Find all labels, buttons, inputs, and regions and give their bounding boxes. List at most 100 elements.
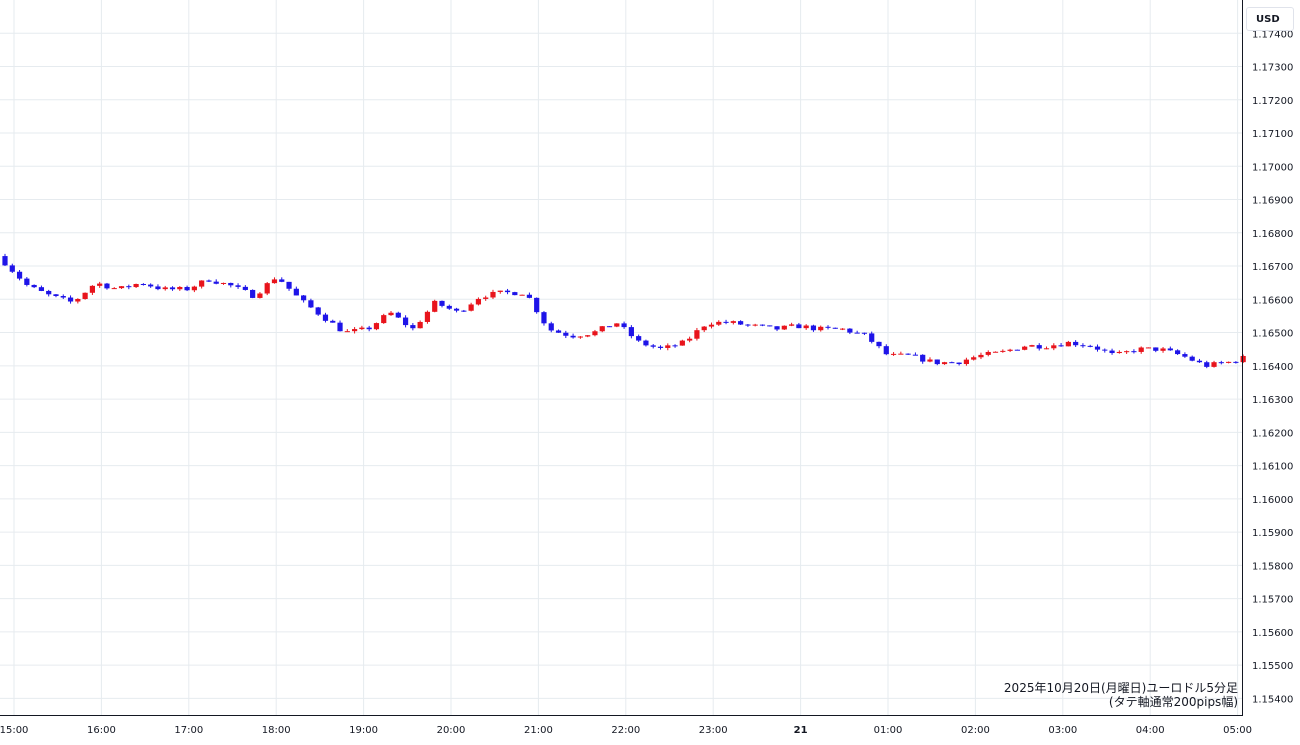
- grid: [0, 0, 1242, 715]
- candle-body: [825, 326, 831, 328]
- candle-body: [148, 284, 154, 287]
- price-tick-label: 1.17400: [1252, 29, 1293, 40]
- candle-body: [169, 287, 176, 290]
- candle-body: [184, 286, 190, 291]
- candle-body: [250, 289, 256, 298]
- candle-body: [905, 353, 911, 355]
- candle-body: [570, 335, 576, 338]
- candle-body: [228, 282, 234, 286]
- time-tick-label: 21:00: [524, 725, 553, 736]
- candle-body: [1022, 346, 1028, 350]
- price-tick-label: 1.16700: [1252, 262, 1293, 273]
- candle-body: [432, 300, 438, 312]
- candle-body: [1014, 349, 1020, 351]
- candle-body: [876, 341, 882, 347]
- candle-body: [453, 308, 460, 311]
- chart-caption: 2025年10月20日(月曜日)ユーロドル5分足 (タテ軸通常200pips幅): [1004, 681, 1238, 709]
- candle-body: [24, 278, 30, 285]
- candle-body: [577, 336, 583, 338]
- price-tick-label: 1.16900: [1252, 196, 1293, 207]
- candle-body: [818, 326, 824, 331]
- candle-body: [781, 325, 787, 330]
- candle-body: [60, 296, 66, 298]
- candle-body: [738, 321, 744, 325]
- candle-body: [1094, 346, 1101, 350]
- candle-body: [395, 312, 401, 318]
- candle-body: [67, 297, 74, 302]
- price-tick-label: 1.15900: [1252, 528, 1293, 539]
- time-tick-label: 23:00: [699, 725, 728, 736]
- candle-body: [264, 283, 270, 294]
- price-tick-label: 1.16300: [1252, 395, 1293, 406]
- candle-body: [2, 256, 8, 266]
- candle-body: [155, 286, 161, 290]
- candle-body: [992, 351, 999, 353]
- candle-body: [483, 297, 489, 299]
- candle-body: [235, 285, 241, 287]
- price-tick-label: 1.16500: [1252, 329, 1293, 340]
- candle-body: [512, 292, 518, 296]
- candle-body: [1116, 351, 1122, 354]
- candle-body: [534, 297, 540, 313]
- candle-body: [257, 293, 263, 298]
- price-tick-label: 1.16600: [1252, 295, 1293, 306]
- candle-body: [301, 295, 307, 301]
- candle-body: [519, 294, 525, 296]
- candle-body: [1058, 345, 1064, 347]
- candle-body: [672, 345, 678, 347]
- candle-body: [1131, 351, 1137, 353]
- time-tick-label: 05:00: [1223, 725, 1252, 736]
- time-tick-label: 04:00: [1136, 725, 1165, 736]
- candle-body: [949, 362, 955, 364]
- candle-body: [330, 320, 336, 323]
- currency-button[interactable]: USD: [1246, 7, 1294, 31]
- candle-body: [694, 330, 700, 339]
- time-tick-label: 21: [794, 725, 808, 736]
- price-tick-label: 1.16000: [1252, 495, 1293, 506]
- candle-body: [133, 283, 139, 288]
- candle-body: [890, 353, 897, 355]
- candle-body: [1145, 347, 1152, 349]
- candle-body: [898, 353, 904, 355]
- time-tick-label: 17:00: [174, 725, 203, 736]
- price-tick-label: 1.16200: [1252, 428, 1293, 439]
- candle-body: [497, 290, 503, 292]
- candle-body: [402, 317, 409, 326]
- candle-body: [708, 324, 715, 327]
- candle-body: [490, 291, 496, 298]
- candle-body: [723, 321, 729, 323]
- candle-body: [854, 332, 860, 334]
- candle-body: [381, 315, 387, 324]
- candle-body: [475, 298, 482, 305]
- candle-body: [767, 325, 773, 327]
- candle-body: [614, 323, 620, 327]
- candle-body: [344, 331, 350, 333]
- price-tick-label: 1.15500: [1252, 661, 1293, 672]
- candle-body: [745, 324, 751, 326]
- candle-body: [643, 340, 649, 346]
- candle-body: [585, 335, 591, 337]
- candle-body: [199, 280, 205, 287]
- candle-body: [752, 324, 758, 326]
- candle-body: [16, 271, 23, 279]
- candle-body: [774, 326, 780, 330]
- candle-body: [1073, 341, 1079, 346]
- price-tick-label: 1.17000: [1252, 162, 1293, 173]
- candle-body: [650, 345, 656, 347]
- candle-body: [963, 359, 969, 365]
- candle-body: [1153, 347, 1159, 351]
- time-axis[interactable]: 15:00 16:00 17:00 18:00 19:00 20:00 21:00 22:00…: [0, 725, 1252, 736]
- time-tick-label: 01:00: [874, 725, 903, 736]
- candle-body: [730, 321, 736, 323]
- price-axis[interactable]: 1.17400 1.17300 1.17200 1.17100 1.17000 1.169…: [1252, 29, 1293, 705]
- candle-body: [927, 359, 933, 362]
- candle-body: [140, 283, 146, 285]
- candle-body: [599, 326, 605, 332]
- candle-body: [759, 324, 766, 326]
- candle-body: [1109, 350, 1115, 354]
- candle-body: [322, 314, 329, 321]
- candle-body: [439, 300, 445, 306]
- candle-body: [687, 338, 693, 341]
- candle-body: [461, 310, 467, 312]
